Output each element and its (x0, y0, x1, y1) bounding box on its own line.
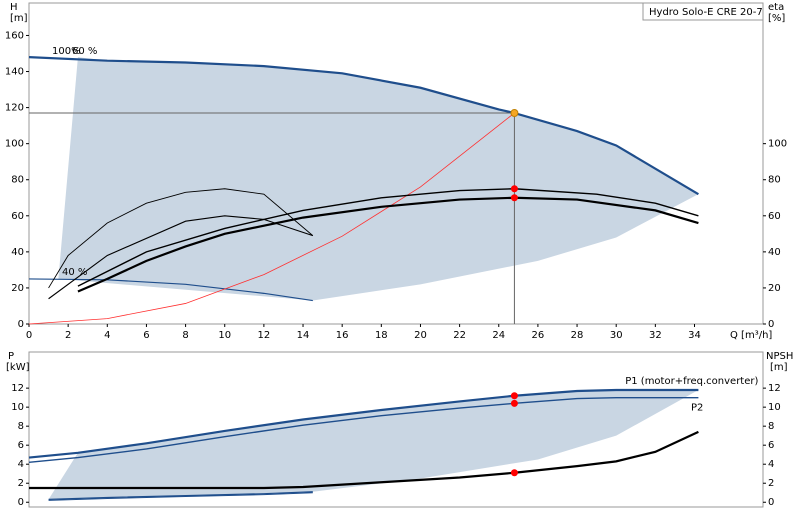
x-tick-label: 8 (182, 330, 188, 341)
y-axis-label: P (8, 351, 14, 362)
x-tick-label: 12 (258, 330, 271, 341)
y2-tick-label: 8 (768, 421, 774, 432)
x-tick-label: 0 (26, 330, 32, 341)
y2-tick-label: 4 (768, 459, 774, 470)
x-tick-label: 20 (414, 330, 427, 341)
plot-frame (28, 351, 764, 508)
x-tick-label: 30 (610, 330, 623, 341)
x-tick-label: 34 (688, 330, 701, 341)
y-tick-label: 10 (11, 402, 24, 413)
y-axis-unit: [m] (10, 13, 28, 24)
y-tick-label: 0 (18, 319, 24, 330)
y-axis-label: H (10, 2, 18, 13)
y-tick-label: 8 (18, 421, 24, 432)
curve-label: P2 (691, 403, 703, 414)
y-tick-label: 100 (5, 139, 24, 150)
x-tick-label: 2 (65, 330, 71, 341)
y2-tick-label: 0 (768, 497, 774, 508)
curve (77, 196, 699, 293)
y-axis-unit: [kW] (6, 362, 30, 373)
plot-frame (28, 2, 764, 325)
curve (48, 188, 314, 289)
y2-tick-label: 60 (768, 211, 781, 222)
x-tick-label: 4 (104, 330, 110, 341)
x-tick-label: 10 (218, 330, 231, 341)
y-tick-label: 80 (11, 175, 24, 186)
y2-tick-label: 100 (768, 139, 787, 150)
curve (28, 388, 699, 459)
y-tick-label: 0 (18, 497, 24, 508)
y2-tick-label: 40 (768, 247, 781, 258)
y2-tick-label: 10 (768, 402, 781, 413)
curve (28, 396, 699, 464)
curve (29, 430, 699, 490)
operating-envelope (48, 390, 699, 500)
x-axis-label: Q [m³/h] (730, 330, 772, 341)
y2-tick-label: 0 (768, 319, 774, 330)
x-tick-label: 32 (649, 330, 662, 341)
y-tick-label: 20 (11, 283, 24, 294)
x-tick-label: 26 (532, 330, 545, 341)
y-tick-label: 12 (11, 383, 24, 394)
curve (28, 278, 313, 302)
y2-tick-label: 12 (768, 383, 781, 394)
curve (48, 492, 313, 501)
x-tick-label: 16 (336, 330, 349, 341)
curve (48, 491, 313, 500)
operating-point (510, 194, 518, 202)
y2-axis-unit: [m] (770, 362, 788, 373)
operating-envelope (58, 57, 699, 301)
operating-point (510, 109, 519, 118)
curve (77, 188, 699, 287)
curve-label: P1 (motor+freq.converter) (625, 376, 758, 387)
y2-axis-label: NPSH (766, 351, 793, 362)
y-tick-label: 140 (5, 67, 24, 78)
curve-annotation: 40 % (62, 267, 87, 278)
y2-tick-label: 20 (768, 283, 781, 294)
curve-annotation: 100% (52, 46, 81, 57)
y-tick-label: 2 (18, 478, 24, 489)
y-tick-label: 4 (18, 459, 24, 470)
legend-text: Hydro Solo-E CRE 20-7 (649, 7, 763, 18)
y2-axis-label: eta (768, 2, 784, 13)
y2-tick-label: 6 (768, 440, 774, 451)
y-tick-label: 40 (11, 247, 24, 258)
y-tick-label: 6 (18, 440, 24, 451)
x-tick-label: 22 (453, 330, 466, 341)
curve (28, 56, 699, 196)
y2-tick-label: 80 (768, 175, 781, 186)
operating-point (510, 399, 518, 407)
x-tick-label: 6 (143, 330, 149, 341)
x-tick-label: 24 (492, 330, 505, 341)
operating-point (510, 392, 518, 400)
curve (48, 215, 313, 300)
operating-point (510, 469, 518, 477)
curve (28, 112, 515, 325)
x-tick-label: 18 (375, 330, 388, 341)
legend-box (642, 2, 764, 21)
y2-tick-label: 2 (768, 478, 774, 489)
x-tick-label: 14 (297, 330, 310, 341)
curve-annotation: 60 % (72, 46, 97, 57)
operating-point (510, 185, 518, 193)
y-tick-label: 120 (5, 103, 24, 114)
y-tick-label: 60 (11, 211, 24, 222)
y-tick-label: 160 (5, 30, 24, 41)
y2-axis-unit: [%] (768, 13, 785, 24)
x-tick-label: 28 (571, 330, 584, 341)
